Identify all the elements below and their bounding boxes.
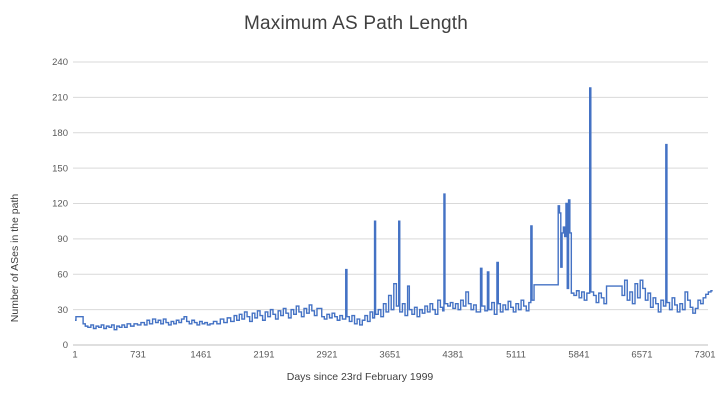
y-tick-label: 0 (63, 340, 68, 351)
x-tick-label: 6571 (631, 350, 652, 361)
chart-title: Maximum AS Path Length (243, 13, 469, 34)
x-tick-label: 1 (72, 350, 77, 361)
y-tick-label: 60 (57, 269, 68, 280)
data-series-line (75, 87, 713, 331)
x-tick-label: 2921 (316, 350, 337, 361)
y-axis-title: Number of ASes in the path (9, 193, 21, 323)
x-axis-title: Days since 23rd February 1999 (286, 371, 434, 383)
y-tick-label: 30 (57, 305, 68, 316)
y-tick-label: 180 (52, 128, 68, 139)
x-tick-label: 7301 (694, 350, 715, 361)
y-tick-label: 240 (52, 57, 68, 68)
y-tick-label: 90 (57, 234, 68, 245)
x-tick-label: 5111 (506, 350, 526, 361)
y-tick-label: 120 (52, 199, 68, 210)
x-tick-label: 4381 (442, 350, 463, 361)
x-tick-label: 1461 (190, 350, 211, 361)
y-tick-label: 210 (52, 93, 68, 104)
y-tick-label: 150 (52, 163, 68, 174)
x-tick-label: 3651 (379, 350, 400, 361)
x-tick-label: 731 (130, 350, 146, 361)
x-tick-label: 5841 (568, 350, 589, 361)
x-tick-label: 2191 (253, 350, 274, 361)
